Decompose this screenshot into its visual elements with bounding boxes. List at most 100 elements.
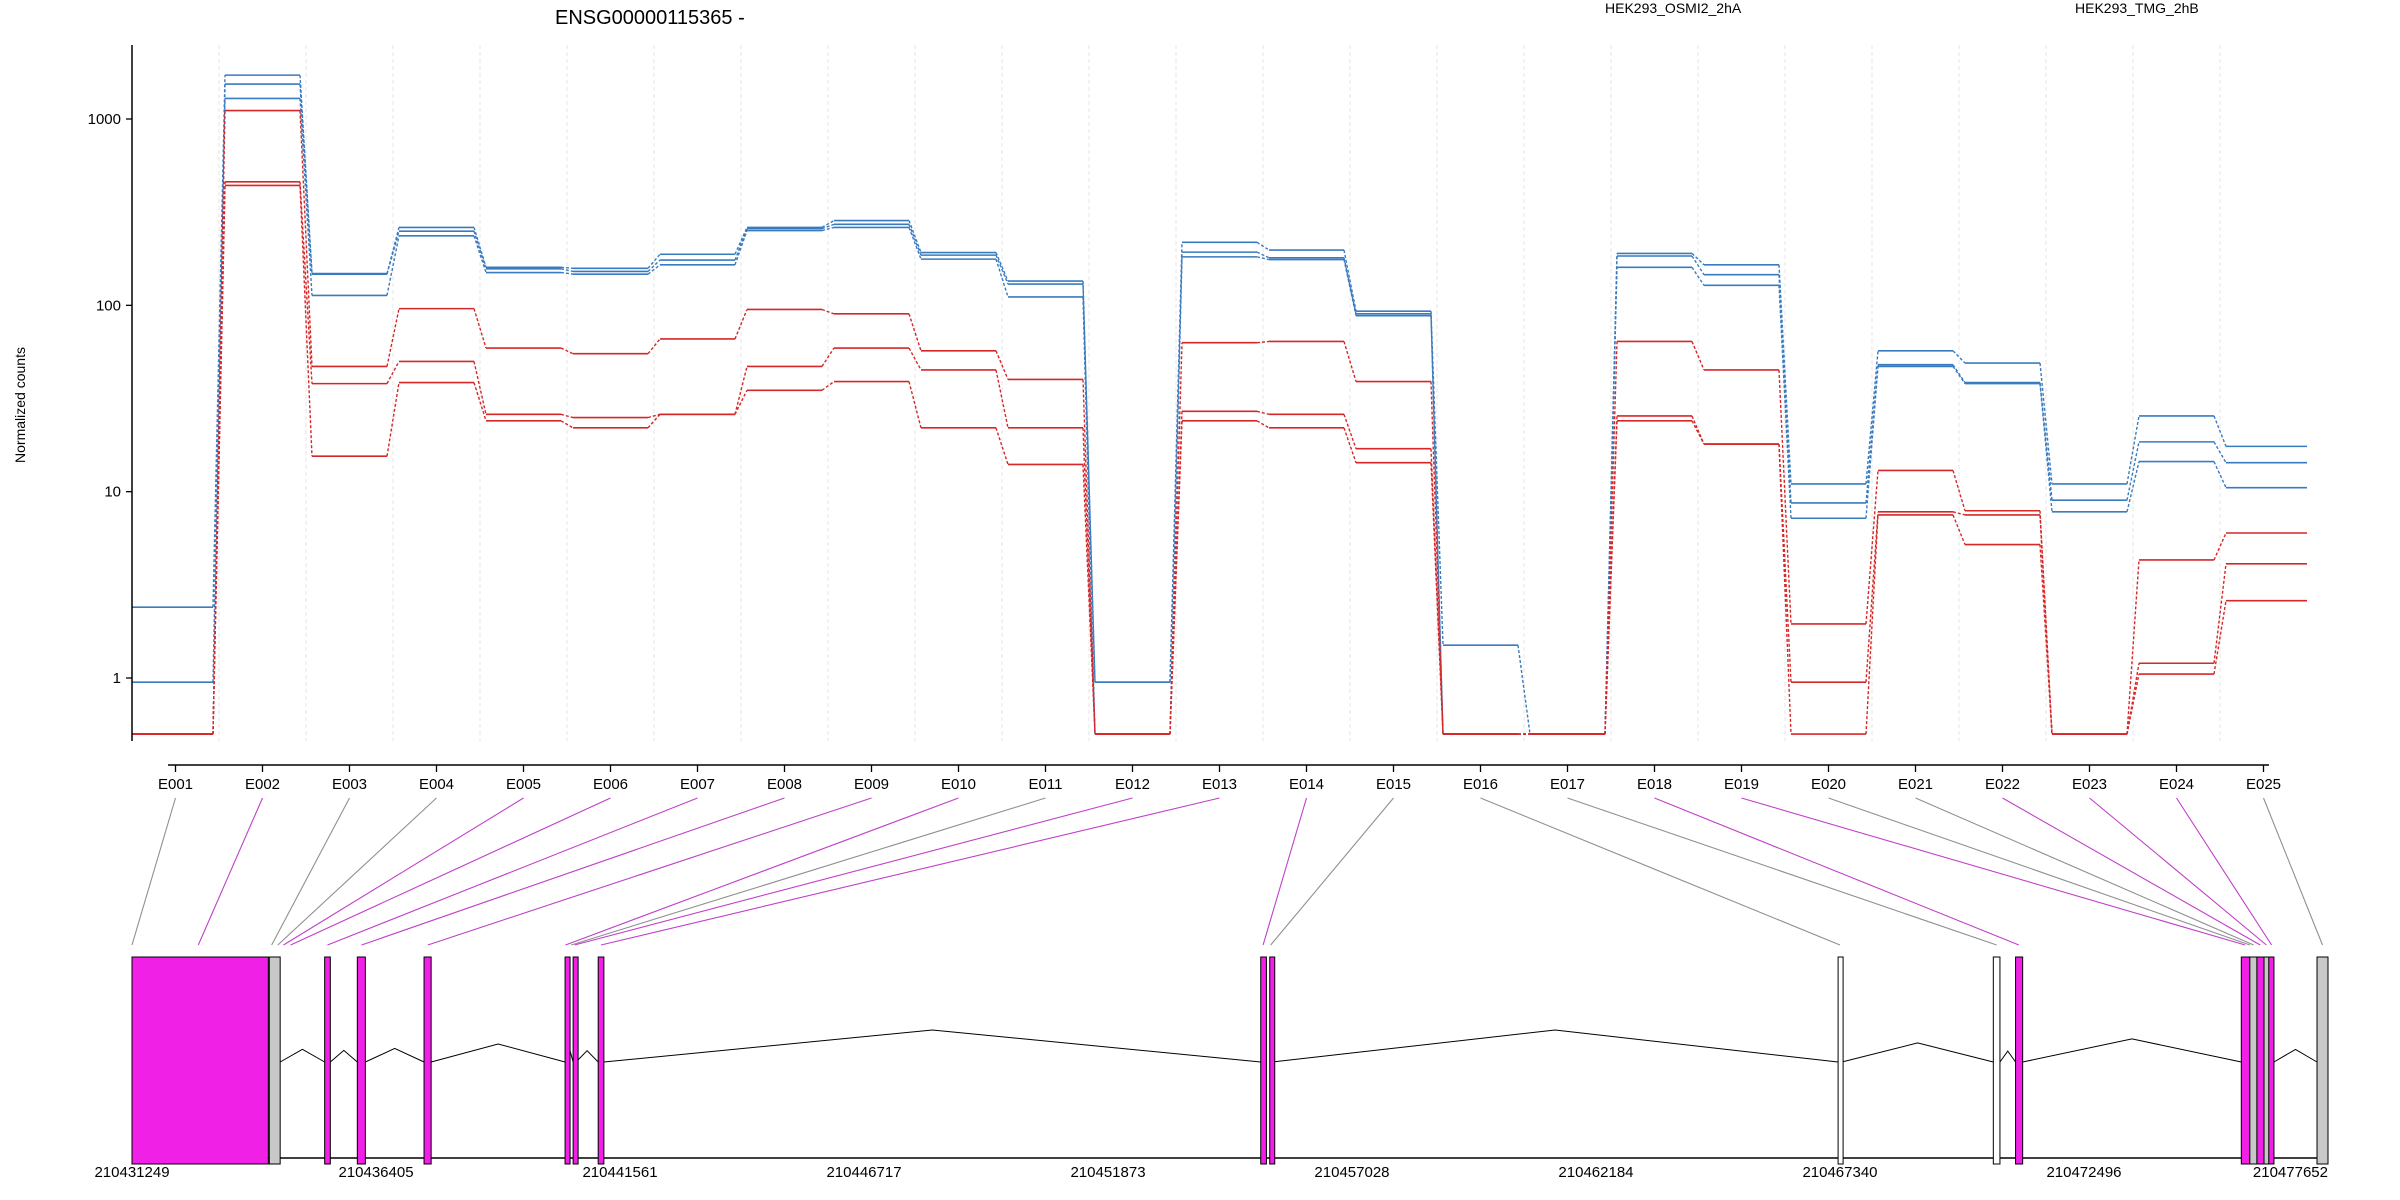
x-tick-label: E004 — [419, 776, 454, 793]
exon-connector — [277, 797, 437, 946]
series-connector — [1082, 284, 1096, 683]
series-connector — [821, 223, 835, 230]
series-connector — [1865, 470, 1879, 625]
series-connector — [386, 308, 400, 367]
series-connector — [734, 389, 748, 415]
series-connector — [1430, 381, 1444, 735]
exon-connector — [361, 797, 785, 946]
exon-block — [356, 956, 366, 1165]
exon-connector — [2176, 797, 2273, 946]
series-connector — [821, 380, 835, 391]
exon-connector — [1741, 797, 2246, 946]
series-connector — [212, 75, 226, 608]
series-connector — [1430, 462, 1444, 735]
series-connector — [1778, 274, 1792, 503]
x-tick-label: E012 — [1115, 776, 1150, 793]
series-connector — [821, 219, 835, 228]
genomic-coordinate-label: 210477652 — [2253, 1164, 2328, 1181]
series-connector — [1778, 285, 1792, 519]
series-connector — [386, 227, 400, 274]
intron-line — [330, 1049, 358, 1063]
series-connector — [1430, 448, 1444, 735]
series-connector — [1865, 511, 1879, 683]
legend-label-osmi: HEK293_OSMI2_2hA — [1605, 0, 1742, 16]
y-tick-label: 100 — [96, 297, 121, 314]
exon-connector — [1270, 797, 1394, 946]
series-connector — [1082, 296, 1096, 735]
series-connector — [299, 110, 313, 367]
exon-connector — [1915, 797, 2254, 946]
exon-connector — [2262, 797, 2324, 946]
series-connector — [473, 227, 487, 268]
series-connector — [1778, 369, 1792, 624]
exon-connector — [1654, 797, 2020, 946]
series-connector — [1691, 255, 1705, 276]
series-connector — [1256, 340, 1270, 344]
exon-connector — [1480, 797, 1841, 946]
series-connector — [1169, 256, 1183, 735]
series-connector — [212, 185, 226, 735]
series-connector — [386, 361, 400, 384]
x-tick-label: E007 — [680, 776, 715, 793]
x-tick-label: E003 — [332, 776, 367, 793]
exon-connector — [1828, 797, 2251, 946]
y-tick-label: 1000 — [88, 111, 121, 128]
series-connector — [995, 427, 1009, 465]
series-connector — [995, 254, 1009, 285]
series-connector — [995, 350, 1009, 380]
series-connector — [560, 271, 574, 275]
exon-connector — [1567, 797, 1997, 946]
intron-line — [365, 1047, 425, 1063]
intron-line — [1999, 1050, 2016, 1063]
series-connector — [2126, 673, 2140, 735]
x-tick-label: E010 — [941, 776, 976, 793]
y-tick-label: 10 — [104, 484, 121, 501]
series-connector — [386, 235, 400, 296]
series-connector — [2126, 461, 2140, 512]
series-connector — [473, 230, 487, 270]
exon-block — [1269, 956, 1276, 1165]
exon-connector — [574, 797, 1133, 946]
series-connector — [1865, 514, 1879, 735]
exon-connector — [565, 797, 959, 946]
x-tick-label: E015 — [1376, 776, 1411, 793]
series-connector — [821, 308, 835, 315]
axes: 1 10 100 1000 E001 E002 E003 E004 E005 E006 E007 E0… — [88, 45, 2281, 793]
series-connector — [647, 264, 661, 275]
series-connector — [212, 110, 226, 735]
series-connector — [1604, 420, 1618, 735]
series-connector — [1082, 427, 1096, 735]
y-axis-label: Normalized counts — [12, 347, 28, 463]
x-tick-label: E011 — [1029, 776, 1063, 793]
x-tick-label: E018 — [1637, 776, 1672, 793]
x-tick-label: E024 — [2159, 776, 2194, 793]
intron-line — [431, 1043, 566, 1063]
series-connector — [908, 224, 922, 256]
series-connector — [1865, 350, 1879, 485]
x-tick-label: E019 — [1724, 776, 1759, 793]
exon-block — [2240, 956, 2251, 1165]
genomic-coordinate-label: 210431249 — [94, 1164, 169, 1181]
legend-label-tmg: HEK293_TMG_2hB — [2075, 0, 2199, 16]
x-tick-label: E017 — [1550, 776, 1585, 793]
series-connector — [1952, 366, 1966, 385]
genomic-coordinate-label: 210446717 — [826, 1164, 901, 1181]
series-connector — [647, 413, 661, 429]
series-connector — [560, 413, 574, 419]
exon-block — [2249, 956, 2258, 1165]
exon-connector — [2002, 797, 2261, 946]
gene-model-track: 210431249 210436405 210441561 210446717 2104… — [94, 956, 2329, 1181]
series-connector — [2213, 415, 2227, 447]
exon-block — [423, 956, 432, 1165]
series-connector — [908, 313, 922, 352]
series-connector — [473, 308, 487, 349]
series-connector — [821, 226, 835, 232]
exon-connector — [2089, 797, 2267, 946]
series-connector — [473, 235, 487, 273]
exon-connector — [271, 797, 350, 946]
series-connector — [560, 268, 574, 273]
intron-line — [1272, 1029, 1839, 1063]
series-connector — [1865, 366, 1879, 519]
series-connector — [1691, 341, 1705, 371]
